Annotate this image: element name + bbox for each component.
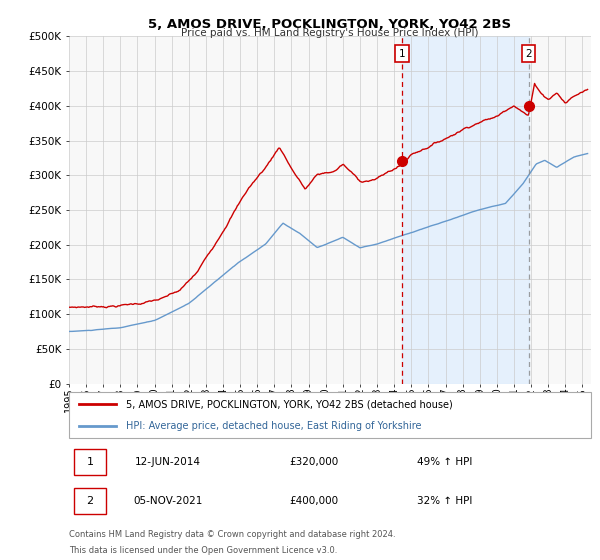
Bar [402,36,529,384]
Text: 2: 2 [525,49,532,59]
Text: 5, AMOS DRIVE, POCKLINGTON, YORK, YO42 2BS (detached house): 5, AMOS DRIVE, POCKLINGTON, YORK, YO42 2… [127,399,453,409]
Text: £320,000: £320,000 [290,457,339,467]
FancyBboxPatch shape [74,488,106,514]
FancyBboxPatch shape [74,449,106,475]
Text: £400,000: £400,000 [290,496,339,506]
Text: 1: 1 [398,49,405,59]
FancyBboxPatch shape [69,392,591,438]
Text: 49% ↑ HPI: 49% ↑ HPI [417,457,473,467]
Text: 5, AMOS DRIVE, POCKLINGTON, YORK, YO42 2BS: 5, AMOS DRIVE, POCKLINGTON, YORK, YO42 2… [148,18,512,31]
Text: This data is licensed under the Open Government Licence v3.0.: This data is licensed under the Open Gov… [69,546,337,555]
Text: 12-JUN-2014: 12-JUN-2014 [135,457,201,467]
Text: 32% ↑ HPI: 32% ↑ HPI [417,496,473,506]
Text: 1: 1 [86,457,94,467]
Text: 2: 2 [86,496,94,506]
Text: 05-NOV-2021: 05-NOV-2021 [133,496,203,506]
Text: Price paid vs. HM Land Registry's House Price Index (HPI): Price paid vs. HM Land Registry's House … [181,28,479,38]
Text: HPI: Average price, detached house, East Riding of Yorkshire: HPI: Average price, detached house, East… [127,421,422,431]
Text: Contains HM Land Registry data © Crown copyright and database right 2024.: Contains HM Land Registry data © Crown c… [69,530,395,539]
